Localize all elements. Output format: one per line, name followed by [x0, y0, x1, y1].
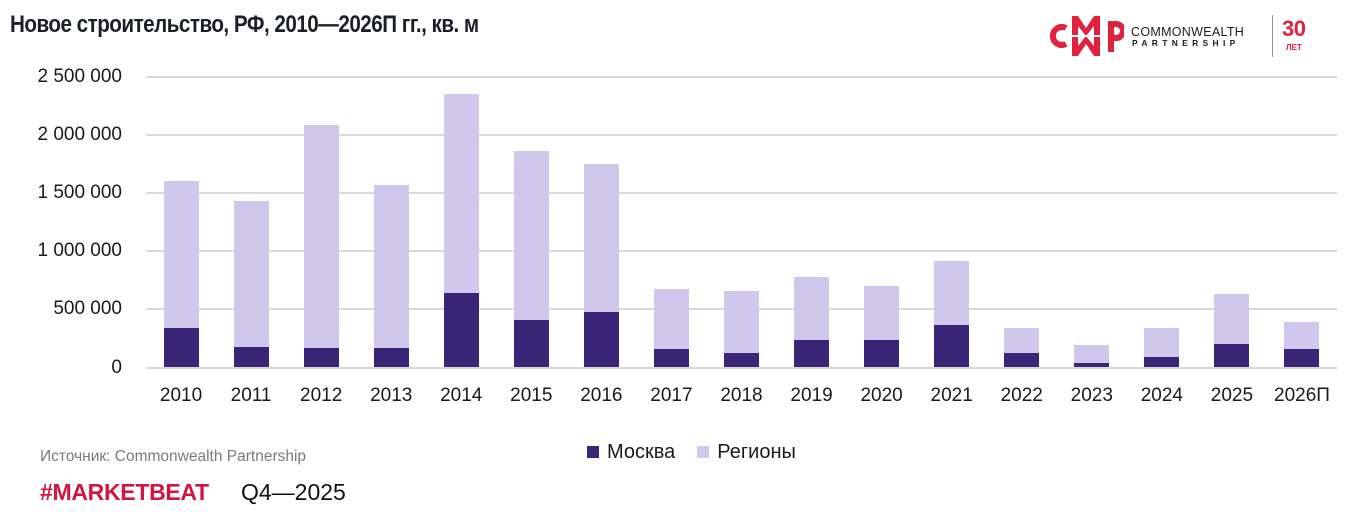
bar-segment-regions [163, 180, 199, 329]
bar-segment-regions [443, 93, 479, 293]
bar-segment-regions [233, 200, 269, 348]
bar-segment-regions [1144, 327, 1180, 357]
anniversary-years: 30 [1282, 16, 1306, 41]
gridline [146, 134, 1337, 137]
logo-divider [1272, 15, 1273, 57]
bar-segment-regions [513, 150, 549, 320]
commonwealth-partnership-logo: COMMONWEALTH PARTNERSHIP 30 ЛЕТ [1048, 14, 1318, 58]
x-axis-tick-label: 2018 [720, 385, 763, 406]
x-axis-tick-label: 2012 [300, 385, 343, 406]
bar-segment-moscow [1284, 349, 1320, 368]
y-axis-tick-label: 1 500 000 [37, 182, 122, 204]
page-title: Новое строительство, РФ, 2010—2026П гг.,… [10, 11, 479, 38]
source-note: Источник: Commonwealth Partnership [40, 448, 307, 465]
bar-segment-regions [1284, 321, 1320, 349]
x-axis-tick-label: 2025 [1210, 385, 1254, 406]
x-axis-tick-label: 2013 [370, 385, 413, 406]
x-axis-tick-label: 2014 [440, 385, 483, 406]
stacked-bar-chart: 0 500 000 1 000 000 1 500 000 2 000 000 2 500… [37, 66, 1337, 406]
x-axis-tick-label: 2015 [510, 385, 553, 406]
x-axis-tick-label: 2019 [790, 385, 833, 406]
legend-swatch-moscow [587, 446, 599, 458]
x-axis-tick-label: 2024 [1140, 385, 1183, 406]
bar-segment-moscow [794, 339, 830, 368]
bar-segment-moscow [163, 328, 199, 368]
cwp-logo-icon [1049, 16, 1124, 56]
bar-segment-moscow [1214, 343, 1250, 368]
bar-segment-moscow [1074, 362, 1110, 368]
bar-segment-moscow [934, 324, 970, 368]
y-axis-tick-label: 2 500 000 [37, 66, 122, 87]
gridline [146, 192, 1337, 195]
gridline [146, 366, 1337, 369]
bar-segment-moscow [653, 348, 689, 368]
bar-segment-regions [303, 124, 339, 349]
x-axis-tick-label: 2023 [1070, 385, 1113, 406]
report-quarter: Q4—2025 [241, 479, 346, 505]
bar-segment-moscow [373, 348, 409, 368]
legend-label-moscow: Москва [607, 440, 676, 463]
y-axis-tick-label: 1 000 000 [37, 240, 122, 262]
brand-name-line1: COMMONWEALTH [1131, 25, 1245, 39]
bar-segment-regions [724, 290, 759, 354]
x-axis-tick-label: 2010 [159, 385, 203, 406]
bar-segment-regions [373, 184, 409, 349]
bar-segment-regions [583, 164, 619, 313]
bar-segment-regions [934, 260, 970, 325]
legend-swatch-regions [697, 446, 710, 458]
bar-segment-regions [1004, 327, 1040, 353]
legend-item-regions: Регионы [697, 441, 796, 464]
bar-segment-moscow [233, 347, 269, 368]
gridline [146, 76, 1337, 78]
legend-label-regions: Регионы [717, 440, 796, 463]
brand-name-line2: PARTNERSHIP [1132, 38, 1240, 48]
y-axis-tick-label: 500 000 [53, 298, 122, 320]
x-axis-tick-label: 2026П [1274, 385, 1330, 406]
bar-segment-regions [1214, 293, 1250, 344]
y-axis-tick-label: 2 000 000 [37, 124, 122, 146]
x-axis-tick-label: 2021 [930, 385, 973, 406]
x-axis-tick-label: 2017 [650, 385, 693, 406]
bar-segment-regions [653, 288, 689, 349]
y-axis-tick-label: 0 [111, 356, 122, 378]
bar-segment-moscow [583, 312, 619, 368]
x-axis-tick-label: 2011 [230, 385, 272, 406]
marketbeat-tag: #MARKETBEAT [40, 479, 209, 505]
bar-segment-moscow [1004, 352, 1040, 368]
bar-segment-moscow [1144, 356, 1180, 368]
gridline [146, 250, 1337, 253]
bar-segment-regions [1074, 344, 1110, 363]
x-axis-tick-label: 2022 [1000, 385, 1043, 406]
legend-item-moscow: Москва [587, 441, 675, 464]
bar-segment-moscow [724, 353, 759, 368]
x-axis-tick-label: 2016 [580, 385, 623, 406]
bar-segment-regions [794, 276, 830, 340]
bar-segment-moscow [513, 319, 549, 368]
bar-segment-moscow [864, 339, 900, 368]
x-axis-tick-label: 2020 [860, 385, 903, 406]
chart-legend: Москва Регионы [587, 440, 818, 464]
anniversary-label: ЛЕТ [1286, 43, 1302, 52]
bar-segment-moscow [443, 292, 479, 368]
bar-segment-regions [864, 285, 900, 340]
bar-segment-moscow [303, 348, 339, 368]
